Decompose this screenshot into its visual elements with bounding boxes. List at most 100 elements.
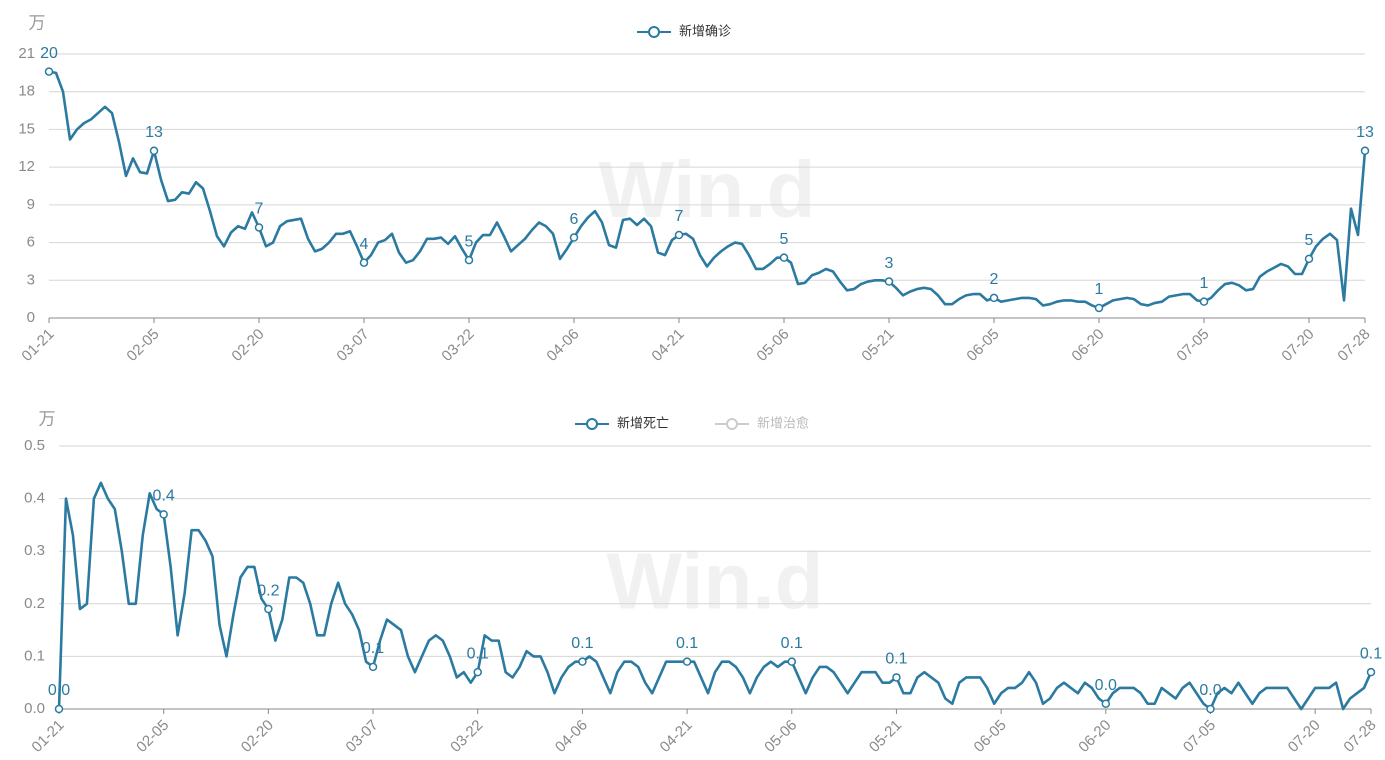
point-marker: [682, 657, 692, 666]
data-label: 0.1: [362, 640, 384, 657]
x-tick-label: 03-07: [343, 717, 382, 756]
data-label: 0.1: [885, 651, 907, 668]
x-tick-label: 02-05: [123, 326, 162, 365]
point-marker: [54, 704, 64, 714]
point-marker: [779, 253, 789, 262]
legend-label: 新增治愈: [757, 415, 809, 430]
x-tick-label: 04-21: [657, 717, 696, 756]
legend-item[interactable]: 新增死亡: [575, 415, 669, 430]
x-tick-label: 05-06: [753, 326, 792, 365]
data-label: 0.0: [48, 682, 70, 699]
data-label: 4: [360, 236, 369, 253]
x-tick-label: 01-21: [18, 326, 57, 365]
x-tick-label: 04-06: [552, 717, 591, 756]
point-marker: [1101, 699, 1111, 708]
watermark: Win.d: [599, 145, 816, 234]
y-tick-label: 6: [27, 234, 35, 251]
y-tick-label: 0: [27, 309, 35, 326]
x-tick-label: 06-20: [1075, 717, 1114, 756]
legend-marker: [586, 418, 598, 430]
x-tick-label: 07-20: [1278, 326, 1317, 365]
point-marker: [1094, 303, 1104, 313]
point-marker: [569, 233, 579, 242]
data-label: 0.1: [571, 635, 593, 652]
y-axis-unit: 万: [29, 13, 46, 32]
legend-marker: [726, 418, 738, 430]
x-tick-label: 03-07: [333, 326, 372, 365]
x-tick-label: 02-20: [238, 717, 277, 756]
y-tick-label: 0.2: [24, 595, 45, 612]
y-tick-label: 9: [27, 196, 35, 213]
point-marker: [989, 293, 999, 303]
data-label: 0.1: [1360, 645, 1382, 662]
legend-label: 新增死亡: [617, 415, 669, 430]
x-tick-label: 06-05: [971, 717, 1010, 756]
data-label: 7: [255, 201, 264, 218]
data-label: 0.1: [676, 635, 698, 652]
data-label: 3: [885, 255, 894, 272]
data-label: 5: [465, 233, 474, 250]
point-marker: [1360, 146, 1370, 156]
point-marker: [464, 255, 474, 265]
data-label: 0.0: [1199, 682, 1221, 699]
legend-item[interactable]: 新增治愈: [715, 415, 809, 430]
data-label: 1: [1095, 281, 1104, 298]
point-marker: [254, 223, 264, 232]
x-tick-label: 06-20: [1068, 326, 1107, 365]
x-tick-label: 07-05: [1173, 326, 1212, 365]
data-label: 6: [570, 211, 579, 228]
point-marker: [674, 230, 684, 240]
data-label: 0.1: [467, 645, 489, 662]
data-label: 5: [1305, 232, 1314, 249]
legend-marker: [648, 26, 660, 38]
data-label: 20: [40, 45, 58, 62]
data-label: 2: [990, 271, 999, 288]
y-axis-unit: 万: [39, 409, 56, 428]
x-tick-label: 03-22: [447, 717, 486, 756]
y-tick-label: 12: [18, 158, 35, 175]
data-label: 13: [145, 124, 163, 141]
data-label: 5: [780, 231, 789, 248]
x-tick-label: 05-06: [761, 717, 800, 756]
point-marker: [159, 510, 168, 519]
point-marker: [264, 604, 273, 614]
x-tick-label: 06-05: [963, 326, 1002, 365]
point-marker: [1366, 667, 1376, 677]
point-marker: [359, 258, 369, 267]
y-tick-label: 0.4: [24, 490, 45, 507]
x-tick-label: 02-20: [228, 326, 267, 365]
point-marker: [787, 657, 797, 666]
series-line: [57, 481, 1373, 711]
data-label: 0.2: [257, 582, 279, 599]
x-tick-label: 04-21: [648, 326, 687, 365]
data-label: 7: [675, 208, 684, 225]
data-label: 0.4: [153, 488, 175, 505]
x-tick-label: 01-21: [28, 717, 67, 756]
x-tick-label: 05-21: [866, 717, 905, 756]
y-tick-label: 0.0: [24, 700, 45, 717]
legend-label: 新增确诊: [679, 23, 731, 38]
data-label: 0.1: [781, 635, 803, 652]
point-marker: [473, 667, 482, 677]
point-marker: [149, 146, 159, 156]
x-tick-label: 03-22: [438, 326, 477, 365]
point-marker: [892, 673, 901, 682]
x-tick-label: 02-05: [133, 717, 172, 756]
x-tick-label: 07-05: [1180, 717, 1219, 756]
legend-item[interactable]: 新增确诊: [637, 23, 731, 38]
point-marker: [884, 277, 894, 286]
point-marker: [1304, 254, 1314, 264]
x-tick-label: 05-21: [858, 326, 897, 365]
y-tick-label: 15: [18, 120, 35, 137]
point-marker: [1199, 297, 1209, 306]
series-line: [48, 70, 1367, 310]
x-tick-label: 07-20: [1285, 717, 1324, 756]
point-marker: [1206, 704, 1215, 714]
y-tick-label: 18: [18, 83, 35, 100]
y-tick-label: 21: [18, 45, 35, 62]
data-label: 1: [1200, 275, 1209, 292]
data-label: 13: [1356, 124, 1374, 141]
point-marker: [44, 67, 54, 76]
x-tick-label: 04-06: [543, 326, 582, 365]
